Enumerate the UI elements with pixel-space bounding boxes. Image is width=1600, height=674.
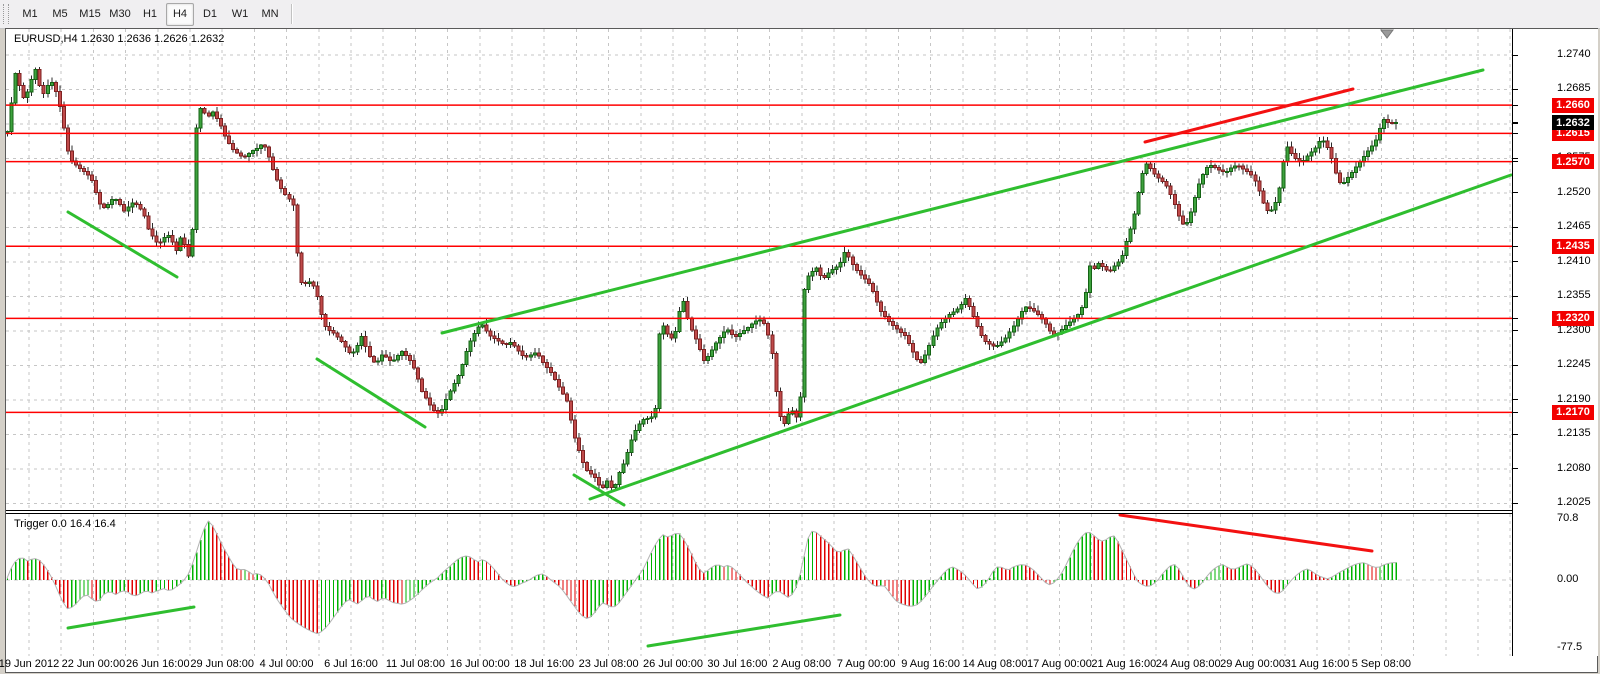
- time-axis-label: 9 Aug 16:00: [901, 658, 960, 670]
- time-axis-label: 11 Jul 08:00: [385, 658, 445, 670]
- time-axis-label: 18 Jul 16:00: [514, 658, 575, 670]
- timeframe-button-m15[interactable]: M15: [79, 8, 101, 20]
- timeframe-button-mn[interactable]: MN: [261, 8, 279, 20]
- time-axis-label: 30 Jul 16:00: [707, 658, 768, 670]
- price-grid-label: 1.2135: [1557, 427, 1591, 440]
- axis-tick: [1513, 364, 1518, 366]
- timeframe-button-h1[interactable]: H1: [142, 8, 158, 20]
- axis-tick: [1513, 132, 1518, 134]
- indicator-axis-min: -77.5: [1557, 641, 1583, 653]
- indicator-axis-max: 70.8: [1557, 512, 1579, 524]
- time-axis-label: 6 Jul 16:00: [324, 658, 378, 670]
- chart-window: EURUSD,H4 1.2630 1.2636 1.2626 1.2632 Tr…: [0, 28, 1598, 673]
- axis-tick: [1513, 123, 1518, 125]
- timeframe-button-w1[interactable]: W1: [231, 8, 249, 20]
- time-axis-label: 2 Aug 08:00: [772, 658, 832, 670]
- axis-tick: [1513, 502, 1518, 504]
- axis-tick: [1513, 317, 1518, 319]
- axis-tick: [1513, 88, 1518, 90]
- level-price-box: 1.2660: [1552, 97, 1594, 113]
- price-grid-label: 1.2080: [1557, 461, 1591, 474]
- time-axis-label: 24 Aug 08:00: [1155, 658, 1221, 670]
- timeframe-button-m5[interactable]: M5: [52, 8, 68, 20]
- time-axis-label: 29 Aug 00:00: [1220, 658, 1286, 670]
- price-grid-label: 1.2520: [1557, 185, 1591, 198]
- axis-tick: [1513, 161, 1518, 163]
- price-grid-label: 1.2190: [1557, 392, 1591, 405]
- axis-tick: [1513, 122, 1518, 124]
- indicator-title: Trigger 0.0 16.4 16.4: [14, 518, 116, 530]
- price-grid-label: 1.2355: [1557, 289, 1591, 302]
- axis-tick: [1513, 157, 1518, 159]
- price-grid-label: 1.2685: [1557, 82, 1591, 95]
- level-price-box: 1.2435: [1552, 238, 1594, 254]
- axis-tick: [1513, 295, 1518, 297]
- time-axis[interactable]: 19 Jun 2012 22 Jun 00:00 26 Jun 16:00 29 Ju…: [0, 656, 1512, 672]
- indicator-panel[interactable]: [6, 514, 1512, 657]
- axis-tick: [1513, 330, 1518, 332]
- time-axis-label: 21 Aug 16:00: [1091, 658, 1157, 670]
- time-axis-label: 22 Jun 00:00: [61, 658, 126, 670]
- axis-tick: [1513, 261, 1518, 263]
- axis-tick: [1513, 411, 1518, 413]
- chart-title-ohlc: EURUSD,H4 1.2630 1.2636 1.2626 1.2632: [14, 33, 225, 45]
- level-price-box: 1.2570: [1552, 154, 1594, 170]
- main-chart-area[interactable]: [6, 29, 1512, 510]
- axis-tick: [1513, 226, 1518, 228]
- timeframe-button-m1[interactable]: M1: [22, 8, 38, 20]
- time-axis-label: 23 Jul 08:00: [578, 658, 639, 670]
- timeframe-toolbar: M1 M5 M15 M30 H1 H4 D1 W1 MN: [0, 0, 1600, 29]
- time-axis-label: 31 Aug 16:00: [1284, 658, 1350, 670]
- timeframe-button-h4[interactable]: H4: [166, 2, 194, 26]
- timeframe-button-m30[interactable]: M30: [109, 8, 131, 20]
- toolbar-grip-handle[interactable]: [3, 4, 9, 24]
- axis-tick: [1513, 433, 1518, 435]
- level-price-box: 1.2170: [1552, 404, 1594, 420]
- price-grid-label: 1.2465: [1557, 220, 1591, 233]
- time-axis-label: 19 Jun 2012: [0, 658, 60, 670]
- axis-tick: [1513, 54, 1518, 56]
- axis-tick: [1513, 399, 1518, 401]
- time-axis-label: 5 Sep 08:00: [1351, 658, 1412, 670]
- time-axis-label: 16 Jul 00:00: [449, 658, 510, 670]
- toolbar-separator: [291, 4, 292, 24]
- axis-tick: [1513, 468, 1518, 470]
- time-axis-label: 29 Jun 08:00: [190, 658, 254, 670]
- axis-tick: [1513, 192, 1518, 194]
- timeframe-buttons: M1 M5 M15 M30 H1 H4 D1 W1 MN: [15, 2, 285, 26]
- price-grid-label: 1.2410: [1557, 254, 1591, 267]
- price-grid-label: 1.2300: [1557, 323, 1591, 336]
- price-grid-label: 1.2245: [1557, 358, 1591, 371]
- level-price-box: 1.2320: [1552, 310, 1594, 326]
- time-axis-label: 26 Jul 00:00: [643, 658, 703, 670]
- timeframe-button-d1[interactable]: D1: [202, 8, 218, 20]
- indicator-axis-zero: 0.00: [1557, 573, 1579, 585]
- time-axis-label: 14 Aug 08:00: [962, 658, 1028, 670]
- time-axis-label: 17 Aug 00:00: [1026, 658, 1092, 670]
- price-grid-label: 1.2025: [1557, 496, 1591, 509]
- price-axis[interactable]: 70.8 0.00 -77.5 1.27401.26851.26301.2575…: [1512, 29, 1598, 656]
- current-price-box: 1.2632: [1552, 115, 1594, 131]
- time-axis-label: 26 Jun 16:00: [125, 658, 190, 670]
- time-axis-label: 7 Aug 00:00: [836, 658, 896, 670]
- axis-tick: [1513, 104, 1518, 106]
- panel-separator[interactable]: [6, 510, 1597, 514]
- axis-tick: [1513, 245, 1518, 247]
- price-grid-label: 1.2740: [1557, 48, 1591, 60]
- time-axis-label: 4 Jul 00:00: [259, 658, 314, 670]
